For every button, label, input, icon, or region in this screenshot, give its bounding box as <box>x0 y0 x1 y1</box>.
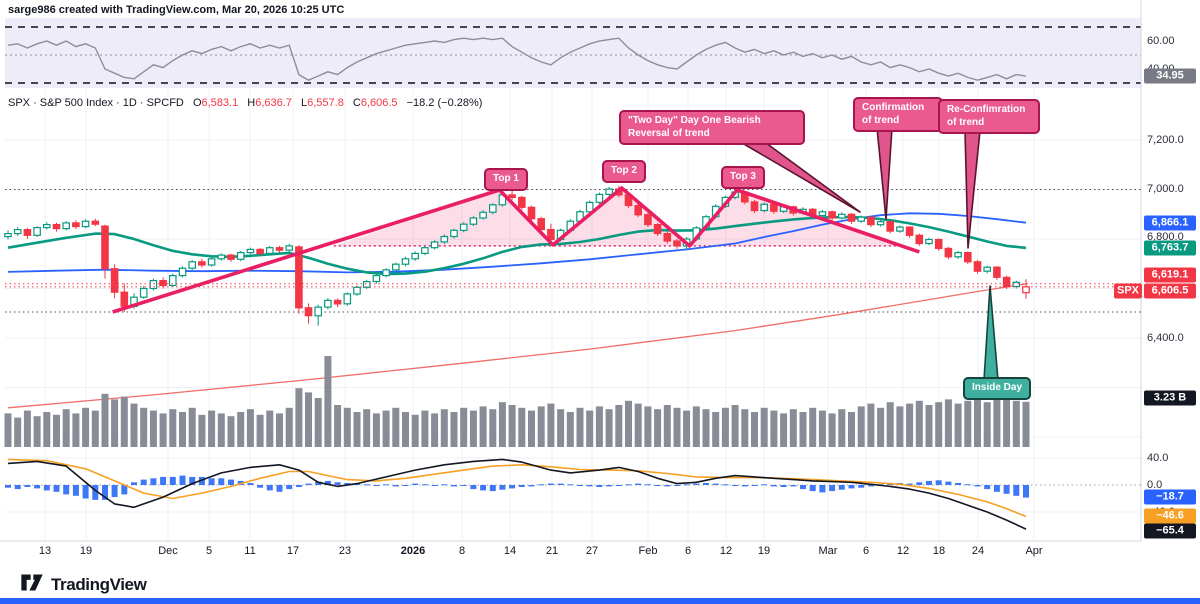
time-tick-label: 14 <box>503 545 517 557</box>
triple-top-shading <box>333 188 902 246</box>
symbol-tag-badge: SPX <box>1114 283 1142 299</box>
annotation-top3[interactable]: Top 3 <box>721 166 765 189</box>
rsi-pane <box>5 26 1141 84</box>
time-tick-label: 12 <box>896 545 910 557</box>
candles-layer <box>4 185 1030 326</box>
high-label: H <box>247 97 256 109</box>
tradingview-logo[interactable]: TradingView <box>20 573 147 597</box>
macd-value-badge: −65.4 <box>1144 523 1196 539</box>
tradingview-logo-text: TradingView <box>51 575 147 594</box>
inside-day-tail <box>983 285 999 381</box>
ma50-value-badge: 6,866.1 <box>1144 215 1196 231</box>
open-label: O <box>192 97 202 109</box>
change-value: −18.2 (−0.28%) <box>406 97 483 109</box>
time-tick-label: Apr <box>1025 545 1043 557</box>
annotation-top2[interactable]: Top 2 <box>602 160 646 183</box>
time-tick-label: 5 <box>205 545 213 557</box>
sma200-line <box>7 283 1027 409</box>
macd-main-line <box>7 458 1027 530</box>
time-tick-label: 17 <box>286 545 300 557</box>
symbol-title-row[interactable]: SPX · S&P 500 Index · 1D · SPCFD O6,583.… <box>8 97 482 109</box>
open-value: 6,583.1 <box>201 97 239 109</box>
rsi-value-badge: 34.95 <box>1144 68 1196 84</box>
time-tick-label: 12 <box>719 545 733 557</box>
annotation-confirmation[interactable]: Confirmation of trend <box>853 97 943 132</box>
alert-price-badge: 6,619.1 <box>1144 267 1196 283</box>
time-tick-label: 19 <box>79 545 93 557</box>
low-value: 6,557.8 <box>307 97 344 109</box>
time-tick-label: Mar <box>818 545 838 557</box>
annotation-top1[interactable]: Top 1 <box>484 168 528 191</box>
volume-value-badge: 3.23 B <box>1144 390 1196 406</box>
high-value: 6,636.7 <box>255 97 292 109</box>
volume-pane <box>4 356 1030 447</box>
time-tick-label: 8 <box>458 545 466 557</box>
time-tick-label: 13 <box>38 545 52 557</box>
macd-signal-line <box>7 458 1027 518</box>
annotation-reconfirmation[interactable]: Re-Confimration of trend <box>938 99 1040 134</box>
time-tick-label: 18 <box>932 545 946 557</box>
time-tick-label: 24 <box>971 545 985 557</box>
axis-label: 6,800.0 <box>1147 231 1184 243</box>
axis-label: 6,400.0 <box>1147 332 1184 344</box>
close-label: C <box>352 97 361 109</box>
time-tick-label: 11 <box>244 545 256 557</box>
axis-label: 60.00 <box>1147 35 1175 47</box>
axis-label: 0.0 <box>1147 479 1163 491</box>
time-tick-label: Feb <box>638 545 658 557</box>
bottom-brand-bar <box>0 598 1200 604</box>
time-tick-label: 27 <box>585 545 599 557</box>
symbol-description: SPX · S&P 500 Index · 1D · SPCFD <box>8 97 184 109</box>
time-tick-label: 6 <box>862 545 870 557</box>
tradingview-logo-icon <box>20 573 44 597</box>
annotation-two-day-reversal[interactable]: "Two Day" Day One Bearish Reversal of tr… <box>619 110 805 145</box>
annotation-inside-day[interactable]: Inside Day <box>963 377 1032 400</box>
time-tick-label: Dec <box>158 545 178 557</box>
axis-label: 7,200.0 <box>1147 134 1184 146</box>
axis-label: 7,000.0 <box>1147 183 1184 195</box>
time-tick-label: 21 <box>545 545 559 557</box>
rsi-line <box>7 37 1027 81</box>
ema-value-badge: 6,763.7 <box>1144 240 1196 256</box>
close-value: 6,606.5 <box>360 97 398 109</box>
rsi-pane-background <box>5 18 1141 88</box>
time-tick-label: 23 <box>338 545 352 557</box>
sma50-line <box>7 212 1027 274</box>
hist-value-badge: −18.7 <box>1144 489 1196 505</box>
low-label: L <box>300 97 308 109</box>
macd-pane <box>5 458 1141 530</box>
triple-top-trendline <box>112 186 920 314</box>
attribution-text: sarge986 created with TradingView.com, M… <box>8 4 345 16</box>
grid-layer <box>5 18 1141 541</box>
last-price-badge: 6,606.5 <box>1144 283 1196 299</box>
axis-label: 40.0 <box>1147 452 1169 464</box>
time-tick-label: 2026 <box>400 545 426 557</box>
signal-value-badge: −46.6 <box>1144 508 1196 524</box>
time-tick-label: 6 <box>684 545 692 557</box>
time-tick-label: 19 <box>757 545 771 557</box>
